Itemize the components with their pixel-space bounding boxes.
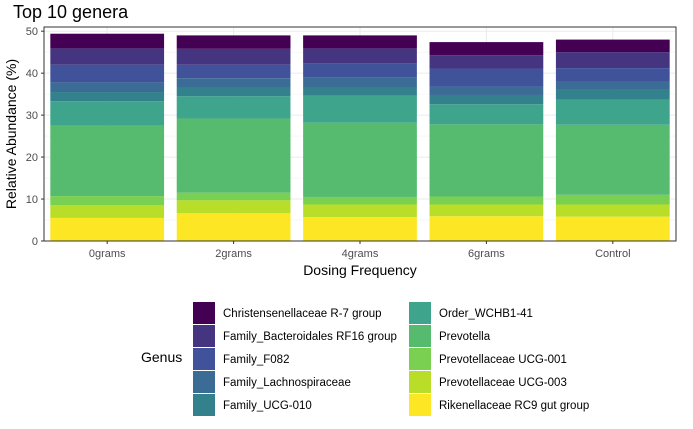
bar-segment [429, 124, 544, 197]
chart-title: Top 10 genera [13, 2, 129, 22]
bar-segment [303, 122, 417, 197]
bar-segment [555, 81, 670, 90]
bar-segment [555, 124, 670, 195]
bar-segment [555, 68, 670, 82]
bar-segment [176, 213, 291, 241]
y-tick-label: 0 [32, 236, 38, 248]
bar-segment [176, 64, 291, 79]
bar-segment [50, 217, 165, 241]
bar-segment [429, 104, 544, 125]
bar-segment [429, 94, 544, 105]
bar-segment [555, 52, 670, 69]
y-tick-label: 30 [26, 110, 38, 122]
x-tick-label: 0grams [89, 248, 126, 260]
bar-segment [429, 68, 544, 87]
legend-label: Prevotella [439, 331, 491, 343]
legend-label: Family_F082 [223, 354, 289, 366]
bar-segment [303, 48, 417, 64]
legend-swatch [409, 394, 431, 416]
legend-swatch [409, 371, 431, 393]
legend-swatch [409, 348, 431, 370]
x-tick-label: 4grams [342, 248, 379, 260]
bar-segment [176, 78, 291, 88]
bar-segment [176, 200, 291, 214]
bar-segment [429, 204, 544, 217]
legend-label: Order_WCHB1-41 [439, 308, 533, 320]
legend-label: Christensenellaceae R-7 group [223, 308, 382, 320]
y-tick-label: 10 [26, 194, 38, 206]
bar-segment [50, 196, 165, 206]
bar-segment [303, 204, 417, 218]
bar-segment [176, 87, 291, 97]
legend-label: Family_Lachnospiraceae [223, 377, 351, 389]
bar-segment [303, 87, 417, 96]
x-tick-label: 6grams [468, 248, 505, 260]
legend-label: Prevotellaceae UCG-003 [439, 377, 567, 389]
bar-segment [555, 194, 670, 205]
legend-label: Family_UCG-010 [223, 400, 312, 412]
legend-label: Family_Bacteroidales RF16 group [223, 331, 397, 343]
bar-segment [50, 92, 165, 102]
bar-segment [50, 48, 165, 65]
bar-segment [50, 205, 165, 218]
x-axis-ticks: 0grams 2grams 4grams 6grams Control [89, 241, 631, 260]
bar-segment [50, 64, 165, 83]
bar-segment [176, 96, 291, 119]
legend-swatch [193, 348, 215, 370]
bar-segment [429, 55, 544, 69]
bar-segment [429, 196, 544, 205]
legend-swatch [409, 325, 431, 347]
bar-segment [303, 95, 417, 123]
bar-segment [50, 101, 165, 126]
bar-segment [303, 196, 417, 205]
bar-segment [50, 33, 165, 49]
bar-segment [176, 192, 291, 201]
y-tick-label: 20 [26, 152, 38, 164]
legend: Genus Christensenellaceae R-7 group Famil… [141, 302, 589, 416]
bar-segment [50, 125, 165, 197]
x-tick-label: 2grams [215, 248, 252, 260]
legend-swatch [193, 325, 215, 347]
y-tick-label: 40 [26, 68, 38, 80]
bar-segment [176, 48, 291, 65]
bar-segment [176, 35, 291, 49]
legend-swatch [193, 394, 215, 416]
y-tick-label: 50 [26, 26, 38, 38]
legend-swatch [193, 302, 215, 324]
y-axis-title: Relative Abundance (%) [3, 59, 19, 209]
bar-segment [303, 77, 417, 88]
bar-segment [303, 35, 417, 49]
bar-segment [176, 118, 291, 193]
bar-segment [429, 86, 544, 95]
bar-segment [303, 63, 417, 78]
bar-segment [555, 39, 670, 53]
bars [50, 33, 670, 241]
legend-title: Genus [141, 349, 182, 365]
x-axis-title: Dosing Frequency [303, 262, 417, 278]
legend-swatch [409, 302, 431, 324]
legend-label: Rikenellaceae RC9 gut group [439, 400, 589, 412]
y-axis-ticks: 0 10 20 30 40 50 [26, 26, 44, 248]
bar-segment [555, 99, 670, 125]
x-tick-label: Control [595, 248, 630, 260]
bar-segment [50, 82, 165, 93]
legend-swatch [193, 371, 215, 393]
bar-segment [429, 42, 544, 56]
bar-segment [555, 216, 670, 241]
bar-segment [303, 217, 417, 241]
legend-label: Prevotellaceae UCG-001 [439, 354, 567, 366]
bar-segment [555, 204, 670, 217]
bar-segment [555, 89, 670, 100]
bar-segment [429, 216, 544, 241]
